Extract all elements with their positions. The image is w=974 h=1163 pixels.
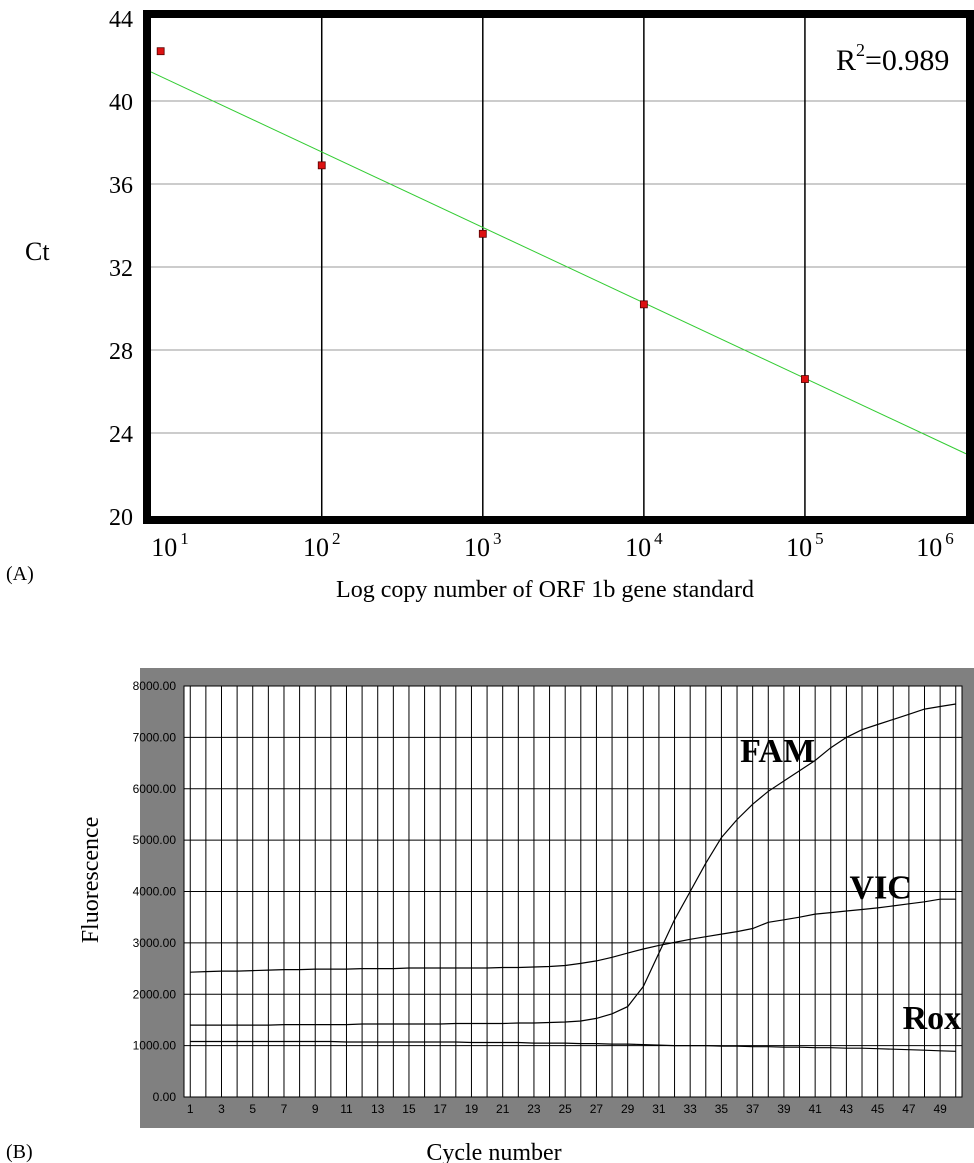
data-point — [639, 300, 648, 309]
panel-b-y-tick-label: 7000.00 — [133, 730, 177, 744]
panel-a-x-tick-label: 10 1 — [151, 529, 189, 562]
panel-b-x-tick-label: 47 — [902, 1102, 916, 1116]
panel-b-y-tick-label: 6000.00 — [133, 782, 177, 796]
series-label-vic: VIC — [850, 870, 912, 907]
panel-b-x-tick-label: 3 — [218, 1102, 225, 1116]
panel-b-x-tick-label: 37 — [746, 1102, 760, 1116]
r-squared-r: R — [836, 44, 856, 77]
panel-a-y-tick-label: 28 — [109, 339, 133, 365]
panel-b-y-ticks: 8000.00 7000.00 6000.00 5000.00 4000.00 3000.… — [133, 679, 177, 1104]
panel-b-chart: 8000.00 7000.00 6000.00 5000.00 4000.00 3000.… — [6, 668, 974, 1163]
panel-b-x-tick-label: 27 — [590, 1102, 604, 1116]
panel-a-x-tick-label: 10 5 — [786, 529, 824, 562]
panel-a-y-tick-label: 32 — [109, 256, 133, 282]
r-squared-superscript: 2 — [856, 40, 865, 60]
panel-b-x-tick-label: 23 — [527, 1102, 541, 1116]
series-label-fam: FAM — [740, 733, 815, 770]
panel-a-x-ticks: 10 1 10 2 10 3 10 4 10 5 10 6 — [151, 529, 954, 562]
panel-b-x-tick-label: 43 — [840, 1102, 854, 1116]
panel-b-x-tick-label: 1 — [187, 1102, 194, 1116]
panel-b-x-tick-label: 19 — [465, 1102, 479, 1116]
panel-a-chart: 44 40 36 32 28 24 20 10 1 10 2 10 3 10 4 10 5 10 6 R2=0.9… — [6, 7, 974, 603]
panel-b-y-tick-label: 0.00 — [153, 1090, 177, 1104]
panel-a-x-tick-label: 10 6 — [916, 529, 954, 562]
series-line-fam — [190, 703, 956, 1026]
panel-a-y-ticks: 44 40 36 32 28 24 20 — [109, 7, 133, 531]
panel-b-y-tick-label: 5000.00 — [133, 833, 177, 847]
panel-b-y-tick-label: 3000.00 — [133, 936, 177, 950]
panel-a-x-axis-label: Log copy number of ORF 1b gene standard — [336, 577, 754, 603]
panel-b-x-tick-label: 13 — [371, 1102, 385, 1116]
panel-b-y-axis-label: Fluorescence — [78, 817, 104, 944]
panel-b-x-tick-label: 39 — [777, 1102, 791, 1116]
r-squared-value: =0.989 — [865, 44, 949, 77]
panel-b-y-tick-label: 1000.00 — [133, 1039, 177, 1053]
panel-b-x-tick-label: 45 — [871, 1102, 885, 1116]
data-point — [156, 47, 165, 56]
panel-b-x-tick-label: 7 — [281, 1102, 288, 1116]
panel-b-label: (B) — [6, 1141, 33, 1163]
panel-b-x-tick-label: 5 — [249, 1102, 256, 1116]
panel-a-x-tick-label: 10 3 — [464, 529, 502, 562]
fit-line — [150, 71, 967, 455]
panel-b-x-tick-label: 29 — [621, 1102, 635, 1116]
panel-a-x-tick-label: 10 4 — [625, 529, 663, 562]
data-point — [317, 161, 326, 170]
panel-b-series-labels: FAM VIC Rox — [740, 733, 961, 1037]
panel-b-x-tick-label: 41 — [808, 1102, 822, 1116]
panel-a-x-tick-label: 10 2 — [303, 529, 341, 562]
panel-b-x-tick-label: 25 — [559, 1102, 573, 1116]
panel-b-x-tick-label: 9 — [312, 1102, 319, 1116]
panel-a-label: (A) — [6, 563, 34, 585]
panel-b-y-tick-label: 8000.00 — [133, 679, 177, 693]
panel-a-y-tick-label: 40 — [109, 90, 133, 116]
panel-b-y-tick-label: 4000.00 — [133, 885, 177, 899]
panel-b-x-axis-label: Cycle number — [426, 1140, 561, 1163]
panel-a-y-tick-label: 44 — [109, 7, 133, 33]
panel-b-series — [190, 703, 956, 1052]
panel-a-grid — [151, 18, 966, 516]
panel-a-frame — [143, 10, 974, 524]
panel-b-grid — [184, 685, 962, 1098]
series-line-rox — [190, 1040, 956, 1052]
panel-b-x-tick-label: 35 — [715, 1102, 729, 1116]
panel-b-x-tick-label: 49 — [933, 1102, 947, 1116]
panel-b-x-tick-label: 11 — [340, 1102, 353, 1116]
panel-b-x-tick-label: 21 — [496, 1102, 510, 1116]
panel-b-x-tick-label: 31 — [652, 1102, 666, 1116]
panel-b-y-tick-label: 2000.00 — [133, 987, 177, 1001]
panel-b-x-tick-label: 15 — [402, 1102, 416, 1116]
data-point — [801, 375, 809, 383]
panel-a-y-tick-label: 24 — [109, 422, 133, 448]
panel-a-y-tick-label: 20 — [109, 505, 133, 531]
panel-b-x-tick-label: 33 — [683, 1102, 697, 1116]
series-line-vic — [190, 898, 956, 973]
r-squared-annotation: R2=0.989 — [836, 40, 949, 77]
panel-a-y-axis-label: Ct — [25, 237, 50, 266]
panel-a-points — [156, 47, 809, 383]
panel-b-x-ticks: 1 3 5 7 9 11 13 15 17 19 21 23 25 27 29 31 33 35 37 39 41 43 4… — [187, 1102, 947, 1116]
series-label-rox: Rox — [903, 1000, 962, 1037]
data-point — [478, 229, 487, 238]
panel-b-x-tick-label: 17 — [434, 1102, 448, 1116]
panel-a-y-tick-label: 36 — [109, 173, 133, 199]
